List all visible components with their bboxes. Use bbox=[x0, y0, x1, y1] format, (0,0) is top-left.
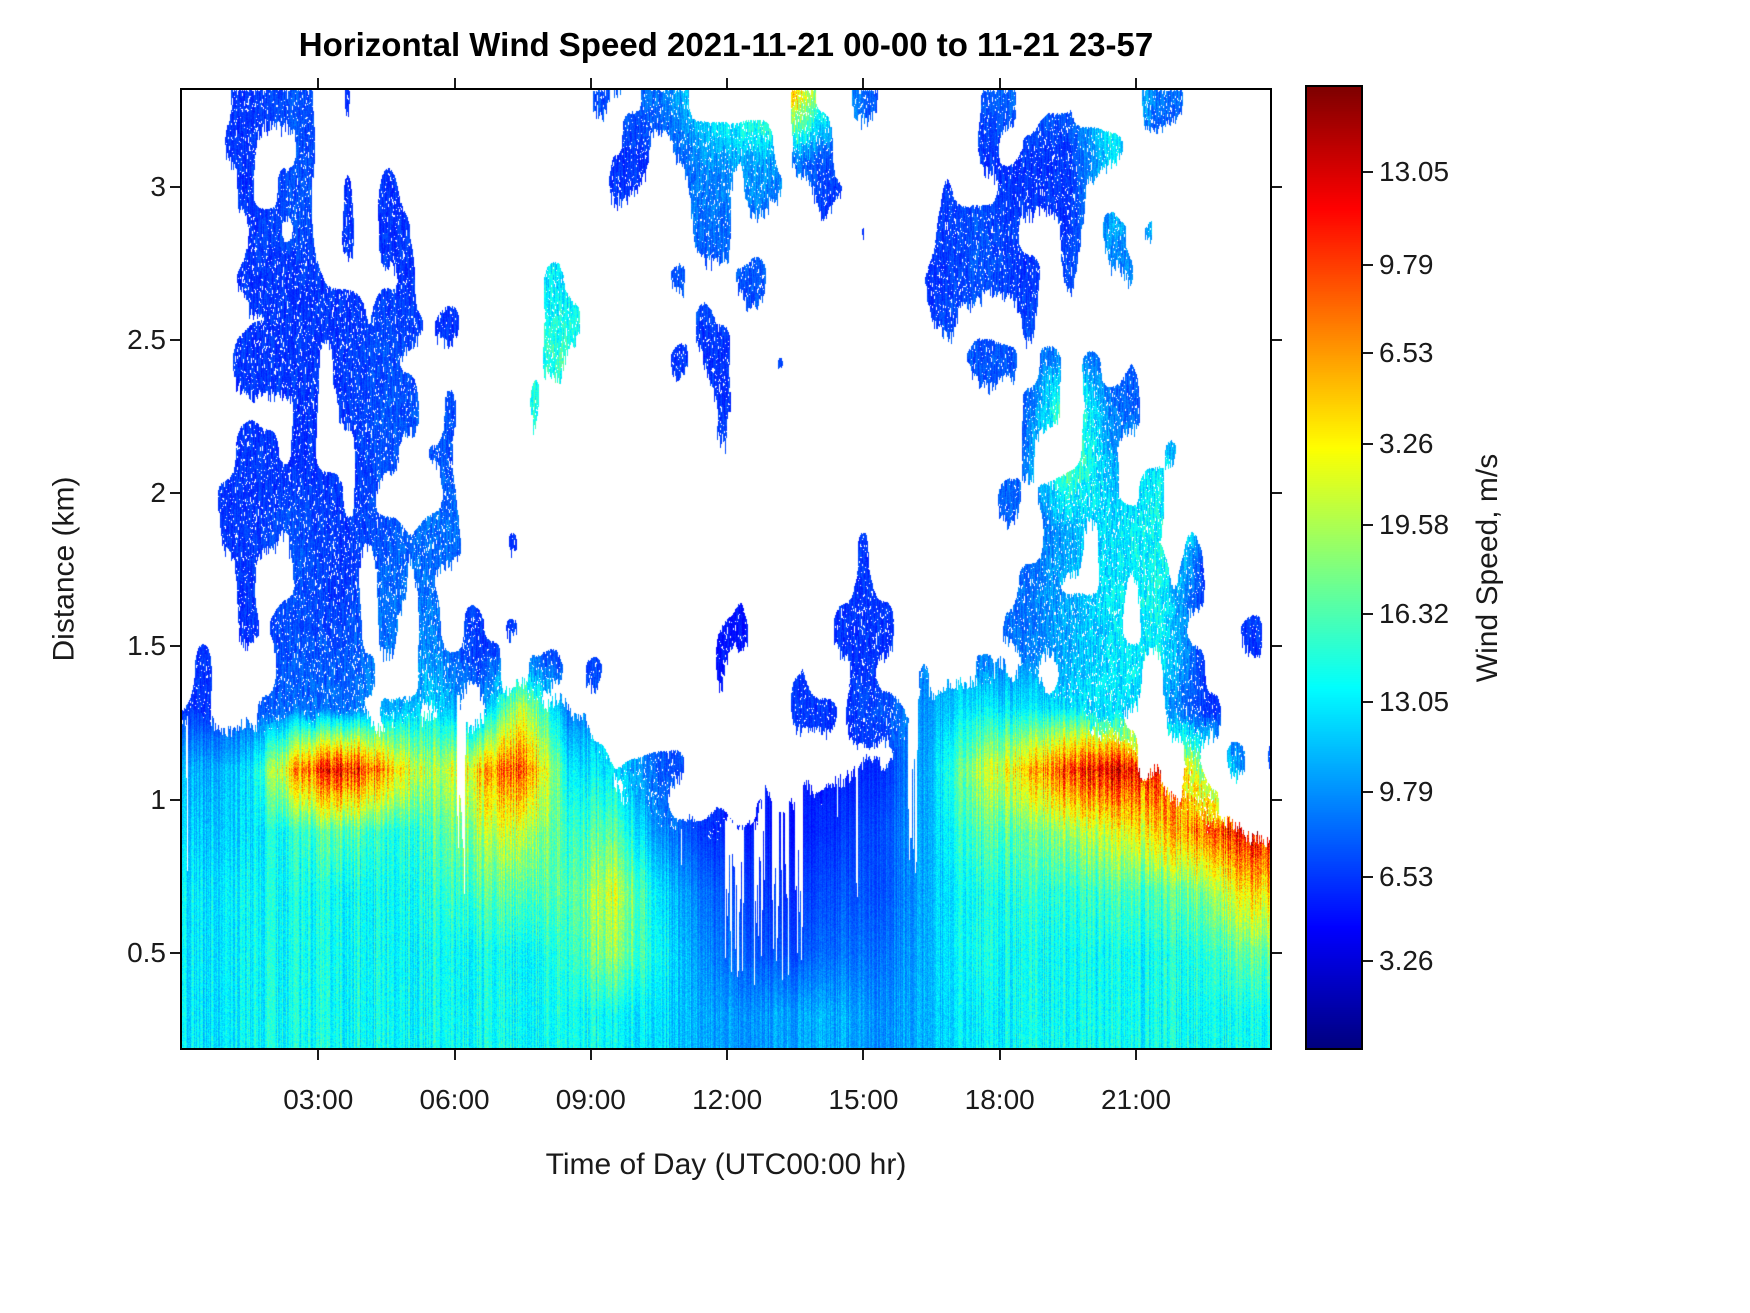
colorbar-tick-label: 13.05 bbox=[1379, 686, 1450, 718]
y-tick-mark-right bbox=[1272, 951, 1282, 954]
colorbar-canvas bbox=[1307, 87, 1361, 1048]
y-tick-mark bbox=[170, 798, 180, 801]
y-axis-label-container: Distance (km) bbox=[45, 90, 85, 1048]
y-tick-label: 2.5 bbox=[127, 323, 166, 355]
colorbar-tick-label: 6.53 bbox=[1379, 860, 1434, 892]
y-tick-label: 3 bbox=[150, 170, 166, 202]
colorbar-tick-mark bbox=[1363, 524, 1373, 527]
heatmap-canvas bbox=[182, 90, 1270, 1048]
x-tick-mark bbox=[589, 1050, 592, 1060]
y-tick-mark bbox=[170, 645, 180, 648]
x-tick-mark-top bbox=[317, 78, 320, 88]
colorbar-tick-label: 6.53 bbox=[1379, 337, 1434, 369]
colorbar-tick-mark bbox=[1363, 612, 1373, 615]
x-axis-label: Time of Day (UTC00:00 hr) bbox=[545, 1148, 907, 1181]
colorbar-tick-mark bbox=[1363, 263, 1373, 266]
y-tick-mark bbox=[170, 492, 180, 495]
x-tick-mark-top bbox=[453, 78, 456, 88]
x-tick-mark bbox=[317, 1050, 320, 1060]
colorbar-tick-label: 19.58 bbox=[1379, 509, 1450, 541]
colorbar-tick-mark bbox=[1363, 701, 1373, 704]
y-tick-label: 2 bbox=[150, 477, 166, 509]
colorbar-tick-label: 16.32 bbox=[1379, 597, 1450, 629]
y-tick-mark-right bbox=[1272, 798, 1282, 801]
y-tick-mark-right bbox=[1272, 185, 1282, 188]
colorbar-tick-mark bbox=[1363, 442, 1373, 445]
colorbar: Wind Speed, m/s 13.05 9.79 6.53 3.26 19.58 16… bbox=[1305, 85, 1504, 1050]
chart-title: Horizontal Wind Speed 2021-11-21 00-00 t… bbox=[298, 26, 1154, 63]
x-tick-mark bbox=[1134, 1050, 1137, 1060]
y-tick-label: 1 bbox=[150, 783, 166, 815]
y-tick-mark-right bbox=[1272, 338, 1282, 341]
colorbar-tick-mark bbox=[1363, 875, 1373, 878]
x-tick-label: 21:00 bbox=[1100, 1084, 1172, 1115]
x-tick-mark-top bbox=[862, 78, 865, 88]
colorbar-label: Wind Speed, m/s bbox=[1471, 453, 1504, 682]
x-tick-mark-top bbox=[726, 78, 729, 88]
y-tick-mark bbox=[170, 951, 180, 954]
y-axis-label: Distance (km) bbox=[48, 476, 81, 662]
y-tick-mark bbox=[170, 338, 180, 341]
colorbar-tick-label: 9.79 bbox=[1379, 248, 1434, 280]
y-tick-mark bbox=[170, 185, 180, 188]
x-tick-mark-top bbox=[589, 78, 592, 88]
y-tick-mark-right bbox=[1272, 492, 1282, 495]
colorbar-tick-label: 3.26 bbox=[1379, 427, 1434, 459]
x-tick-label: 06:00 bbox=[419, 1084, 490, 1115]
x-tick-label: 03:00 bbox=[283, 1084, 354, 1115]
x-tick-mark bbox=[453, 1050, 456, 1060]
x-tick-mark-top bbox=[1134, 78, 1137, 88]
colorbar-tick-mark bbox=[1363, 352, 1373, 355]
colorbar-tick-label: 3.26 bbox=[1379, 944, 1434, 976]
x-tick-label: 09:00 bbox=[555, 1084, 626, 1115]
x-tick-label: 15:00 bbox=[828, 1084, 899, 1115]
plot-area: Distance (km) Time of Day (UTC00:00 hr) … bbox=[48, 78, 1282, 1181]
x-tick-label: 12:00 bbox=[692, 1084, 763, 1115]
y-tick-label: 0.5 bbox=[127, 936, 166, 968]
x-tick-mark-top bbox=[998, 78, 1001, 88]
colorbar-label-container: Wind Speed, m/s bbox=[1468, 87, 1508, 1048]
colorbar-tick-mark bbox=[1363, 791, 1373, 794]
x-tick-mark bbox=[726, 1050, 729, 1060]
y-tick-mark-right bbox=[1272, 645, 1282, 648]
x-tick-mark bbox=[862, 1050, 865, 1060]
colorbar-tick-label: 9.79 bbox=[1379, 776, 1434, 808]
x-tick-label: 18:00 bbox=[964, 1084, 1035, 1115]
y-tick-label: 1.5 bbox=[127, 630, 166, 662]
colorbar-tick-mark bbox=[1363, 170, 1373, 173]
x-tick-mark bbox=[998, 1050, 1001, 1060]
colorbar-tick-label: 13.05 bbox=[1379, 155, 1450, 187]
colorbar-tick-mark bbox=[1363, 959, 1373, 962]
